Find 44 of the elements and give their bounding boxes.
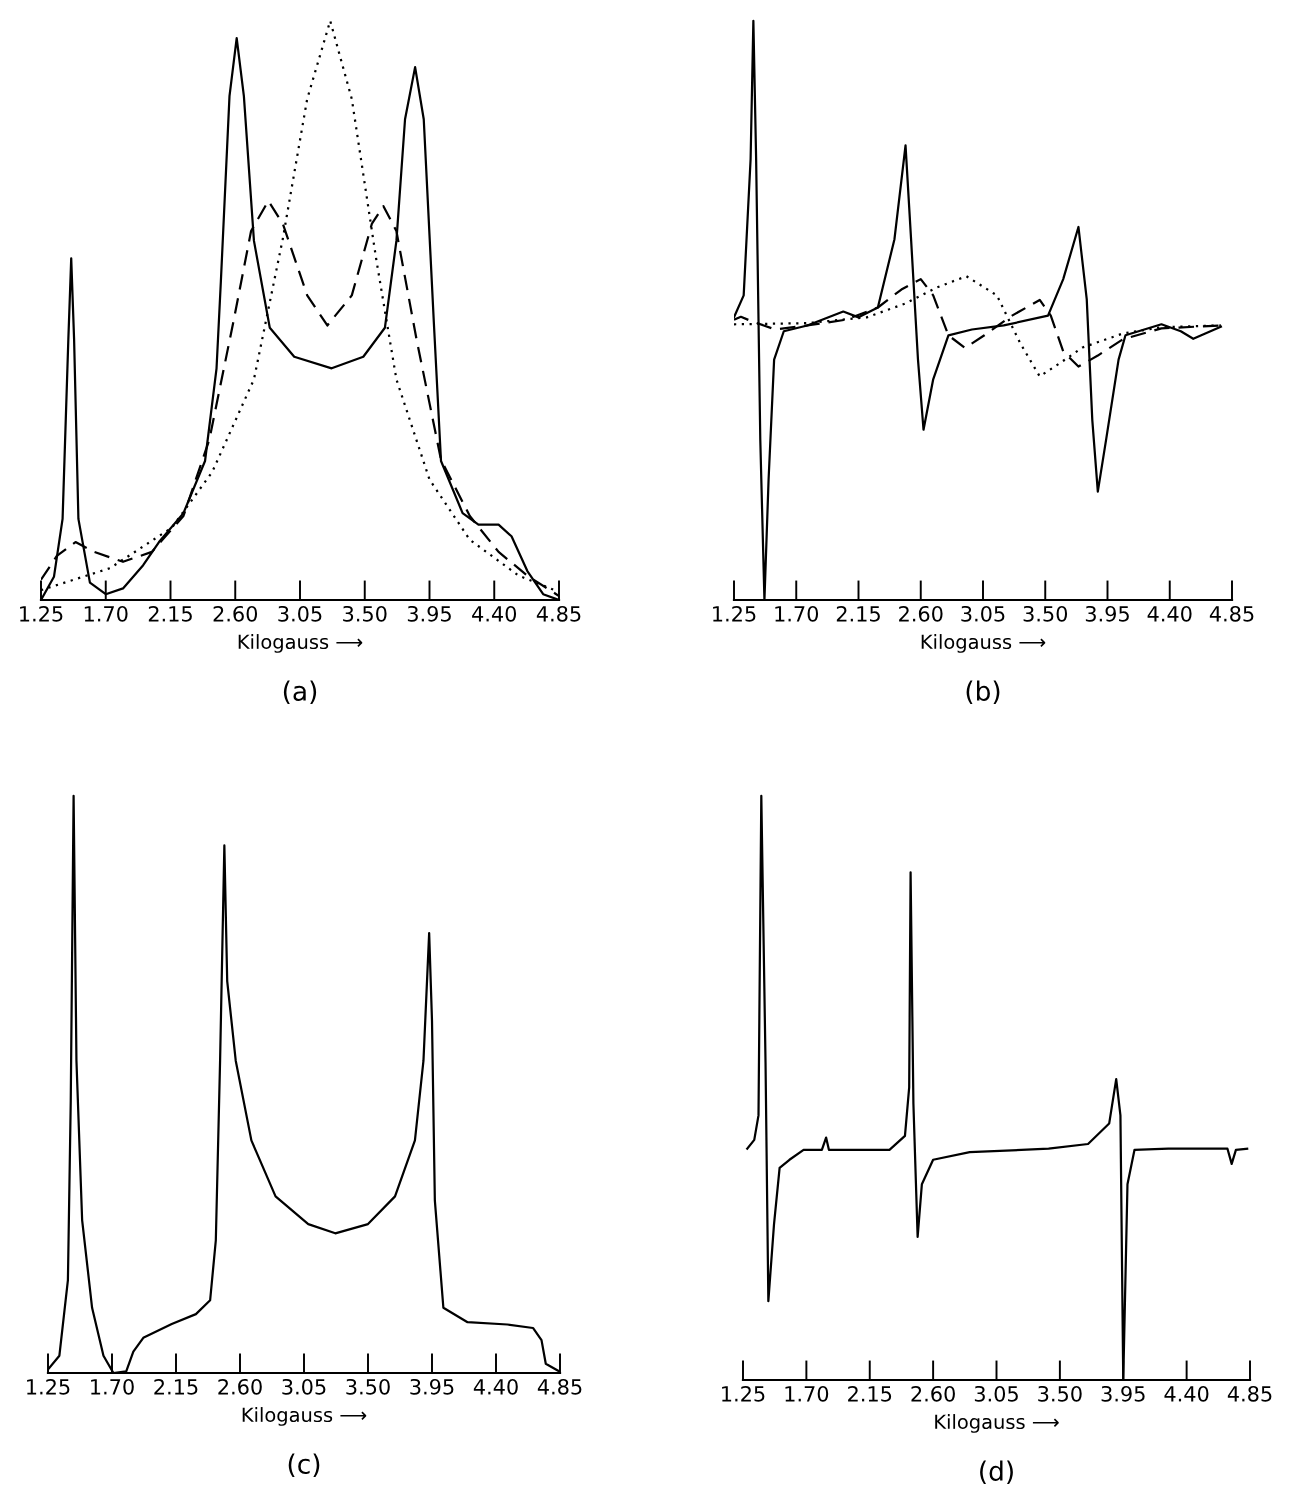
x-tick-label: 4.85 xyxy=(536,605,581,622)
x-tick-label: 2.60 xyxy=(213,605,258,622)
text: (a) xyxy=(283,680,317,705)
x-tick-label: 3.95 xyxy=(407,605,451,622)
x-axis-title: Kilogauss ⟶ xyxy=(935,1414,1059,1433)
x-tick-label: 3.50 xyxy=(343,605,387,622)
x-tick-label: 3.05 xyxy=(961,605,1005,622)
x-tick-label: 4.40 xyxy=(472,605,517,622)
x-tick-label: 1.25 xyxy=(27,1378,70,1395)
x-tick-label: 3.05 xyxy=(974,1385,1018,1402)
x-tick-label: 1.25 xyxy=(20,605,63,622)
text: (c) xyxy=(288,1453,320,1478)
x-tick-label: 2.60 xyxy=(911,1385,955,1402)
x-axis-title: Kilogauss ⟶ xyxy=(242,1407,367,1426)
text: (b) xyxy=(966,680,1000,705)
x-tick-label: 1.25 xyxy=(713,605,756,622)
x-tick-label: 4.85 xyxy=(1227,1385,1272,1402)
x-tick-label: 3.05 xyxy=(278,605,322,622)
x-axis-title: Kilogauss ⟶ xyxy=(921,634,1046,653)
x-axis-title: Kilogauss ⟶ xyxy=(238,634,363,653)
x-tick-label: 4.85 xyxy=(1209,605,1254,622)
x-tick-label: 1.70 xyxy=(775,605,819,622)
x-tick-label: 1.70 xyxy=(91,1378,134,1395)
text: (d) xyxy=(980,1460,1013,1485)
x-tick-label: 1.70 xyxy=(785,1385,829,1402)
x-tick-label: 3.05 xyxy=(282,1378,326,1395)
x-tick-label: 2.15 xyxy=(148,605,192,622)
x-tick-label: 3.50 xyxy=(1038,1385,1082,1402)
x-tick-label: 3.95 xyxy=(410,1378,454,1395)
x-tick-label: 4.40 xyxy=(473,1378,518,1395)
x-tick-label: 1.25 xyxy=(722,1385,765,1402)
x-tick-label: 2.15 xyxy=(848,1385,892,1402)
x-tick-label: 3.95 xyxy=(1101,1385,1145,1402)
x-tick-label: 3.50 xyxy=(1023,605,1068,622)
x-tick-label: 4.85 xyxy=(537,1378,582,1395)
x-tick-label: 2.60 xyxy=(218,1378,262,1395)
x-tick-label: 1.70 xyxy=(84,605,128,622)
x-tick-label: 3.50 xyxy=(346,1378,390,1395)
x-tick-label: 2.15 xyxy=(154,1378,198,1395)
x-tick-label: 2.60 xyxy=(899,605,943,622)
x-tick-label: 2.15 xyxy=(836,605,880,622)
x-tick-label: 4.40 xyxy=(1147,605,1192,622)
x-tick-label: 4.40 xyxy=(1164,1385,1209,1402)
x-tick-label: 3.95 xyxy=(1085,605,1129,622)
